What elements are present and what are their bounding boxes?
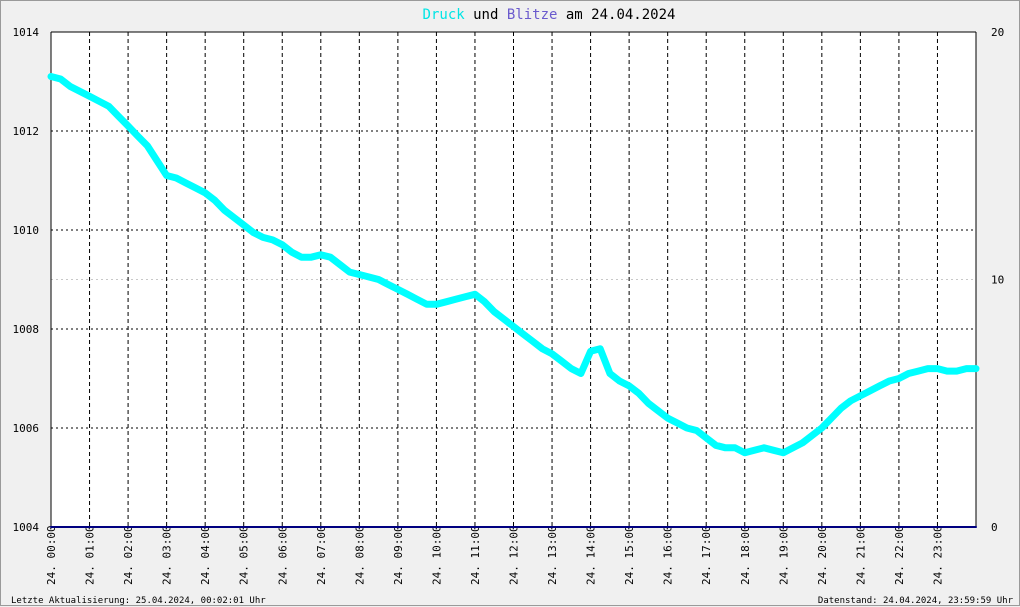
- x-tick-label: 24. 08:00: [353, 525, 366, 585]
- x-tick-label: 24. 23:00: [931, 525, 944, 585]
- x-tick-label: 24. 10:00: [430, 525, 443, 585]
- y-right-tick-label: 10: [991, 274, 1004, 287]
- tick-labels: 1004 1006 1008 1010 1012 1014 0 10 20 24. 00:00 24…: [13, 26, 1005, 585]
- title-blitze: Blitze: [507, 7, 558, 23]
- y-left-tick-label: 1006: [13, 422, 40, 435]
- x-tick-label: 24. 01:00: [84, 525, 97, 585]
- x-tick-label: 24. 09:00: [392, 525, 405, 585]
- title-date: am 24.04.2024: [557, 7, 675, 23]
- x-tick-label: 24. 05:00: [238, 525, 251, 585]
- x-tick-label: 24. 03:00: [161, 525, 174, 585]
- y-left-tick-label: 1012: [13, 125, 40, 138]
- axes: [50, 31, 977, 527]
- x-tick-label: 24. 15:00: [623, 525, 636, 585]
- x-tick-label: 24. 02:00: [122, 525, 135, 585]
- x-tick-label: 24. 22:00: [893, 525, 906, 585]
- y-left-tick-label: 1004: [13, 521, 40, 534]
- title-und: und: [465, 7, 507, 23]
- series-druck-line: [47, 73, 980, 457]
- title-druck: Druck: [423, 7, 466, 23]
- x-tick-label: 24. 19:00: [777, 525, 790, 585]
- x-tick-label: 24. 00:00: [45, 525, 58, 585]
- x-tick-label: 24. 20:00: [816, 525, 829, 585]
- x-tick-label: 24. 06:00: [276, 525, 289, 585]
- x-tick-label: 24. 12:00: [508, 525, 521, 585]
- x-tick-label: 24. 04:00: [199, 525, 212, 585]
- y-left-tick-label: 1008: [13, 323, 40, 336]
- chart-title: Druck und Blitze am 24.04.2024: [423, 7, 676, 23]
- footer-last-update: Letzte Aktualisierung: 25.04.2024, 00:02…: [11, 596, 266, 606]
- y-left-tick-label: 1014: [13, 26, 40, 39]
- y-right-tick-label: 0: [991, 521, 998, 534]
- x-tick-label: 24. 07:00: [315, 525, 328, 585]
- footer-data-status: Datenstand: 24.04.2024, 23:59:59 Uhr: [818, 596, 1014, 606]
- x-tick-label: 24. 14:00: [585, 525, 598, 585]
- series-layer: [47, 73, 980, 528]
- x-tick-label: 24. 13:00: [546, 525, 559, 585]
- x-tick-label: 24. 11:00: [469, 525, 482, 585]
- x-tick-label: 24. 21:00: [854, 525, 867, 585]
- y-right-tick-label: 20: [991, 26, 1004, 39]
- x-tick-label: 24. 18:00: [739, 525, 752, 585]
- y-left-tick-label: 1010: [13, 224, 40, 237]
- x-tick-label: 24. 16:00: [662, 525, 675, 585]
- x-tick-label: 24. 17:00: [700, 525, 713, 585]
- grid: [51, 31, 976, 527]
